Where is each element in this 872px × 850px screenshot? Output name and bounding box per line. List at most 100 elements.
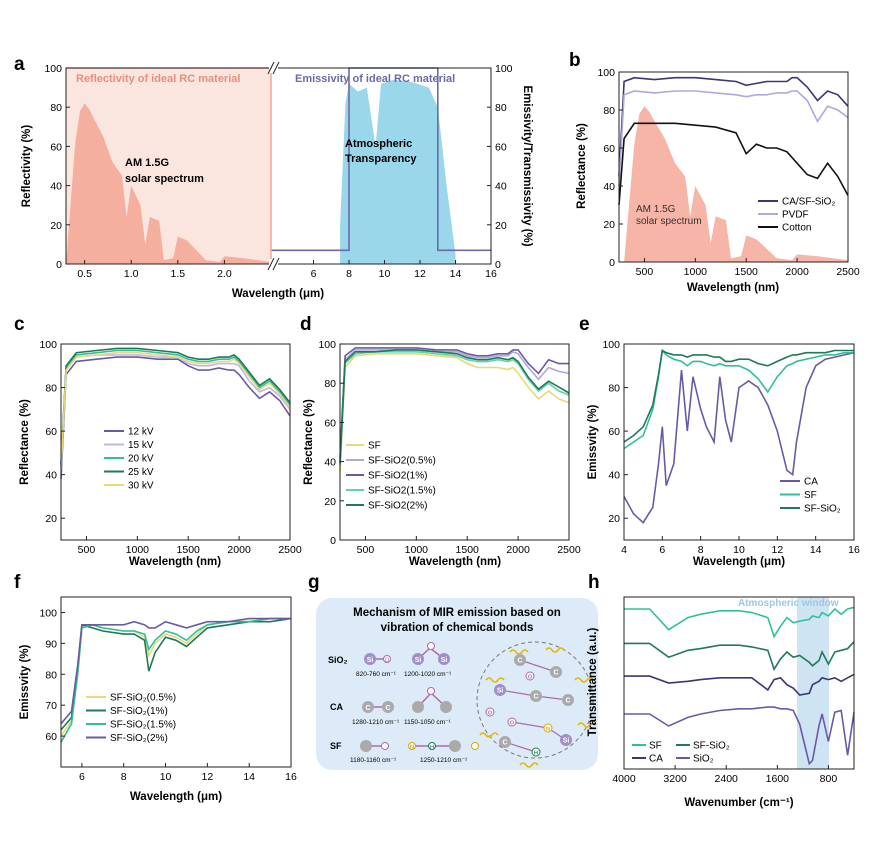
- sf-band-2: 1250-1210 cm⁻¹: [420, 757, 468, 764]
- panel-label-g: g: [308, 572, 320, 593]
- x-tick-label: 1.0: [124, 268, 139, 280]
- sio2-band-2: 1200-1020 cm⁻¹: [404, 671, 452, 678]
- si-atom-icon: [560, 734, 572, 746]
- c-atom-label: C: [565, 698, 570, 705]
- y-tick-label: 100: [602, 339, 620, 351]
- x-tick-label: 2000: [785, 266, 809, 278]
- x-title-h: Wavenumber (cm⁻¹): [684, 797, 793, 809]
- series-line-c-0: [60, 356, 291, 480]
- c-atom-icon: [440, 701, 452, 713]
- panel-e: 4 6 8 10 12 14 16 20 40 60 80 100 CA SF SF-SiO₂ Wavel…: [587, 339, 860, 568]
- diagram-title-2: vibration of chemical bonds: [381, 622, 534, 634]
- x-tick-label: 14: [450, 268, 462, 280]
- panel-c: 500 1000 1500 2000 2500 20 40 60 80 100 12 kV 15 k…: [19, 339, 302, 568]
- c-atom-icon: [550, 666, 562, 678]
- legend-label: SF-SiO₂(0.5%): [110, 693, 176, 704]
- y-title-d: Reflectance (%): [303, 399, 315, 485]
- solar-label-b2: solar spectrum: [636, 216, 702, 227]
- series-line-c-2: [60, 349, 291, 467]
- legend-label: SF-SiO₂(2%): [110, 733, 168, 744]
- y2-title-a: Emissivity/Transmissivity (%): [521, 85, 533, 246]
- series-line-e-2: [623, 349, 854, 443]
- x-title-e: Wavelength (μm): [693, 556, 785, 568]
- o-atom-label: O: [488, 711, 493, 717]
- y-title-h: Transmittance (a.u.): [587, 628, 599, 737]
- y-tick-label: 60: [603, 143, 615, 155]
- c-atom-icon: [412, 701, 424, 713]
- legend-label: 20 kV: [128, 454, 154, 465]
- panel-label-b: b: [569, 50, 581, 71]
- c-atom-label: C: [533, 694, 538, 701]
- emission-wave-icon: [509, 649, 529, 655]
- x-tick-label: 6: [311, 268, 317, 280]
- x-tick-label: 1600: [766, 773, 790, 785]
- h-atom-icon: [531, 747, 541, 757]
- o-atom-label: O: [385, 658, 390, 664]
- series-line-b-1: [618, 90, 849, 187]
- x-tick-label: 4: [621, 544, 627, 556]
- y-tick-label: 100: [39, 607, 57, 619]
- y-tick-label: 20: [50, 220, 62, 232]
- legend-label: Cotton: [782, 223, 811, 234]
- x-tick-label: 12: [414, 268, 426, 280]
- panel-label-d: d: [300, 314, 312, 335]
- x-tick-label: 14: [243, 771, 255, 783]
- axes-frame-h: [623, 596, 855, 770]
- n-atom-label: N: [546, 727, 550, 733]
- c-atom-icon: [530, 690, 542, 702]
- legend-label: SF-SiO2(1%): [368, 471, 427, 482]
- x-title-b: Wavelength (nm): [687, 282, 779, 294]
- x-tick-label: 8: [121, 771, 127, 783]
- y-tick-label: 90: [45, 638, 57, 650]
- y-tick-label: 80: [603, 105, 615, 117]
- o-atom-label: O: [528, 675, 533, 681]
- x-tick-label: 10: [379, 268, 391, 280]
- series-line-b-2: [618, 122, 849, 206]
- x-tick-label: 10: [160, 771, 172, 783]
- x-tick-label: 12: [202, 771, 214, 783]
- atmospheric-window-band: [797, 597, 829, 769]
- x-tick-label: 16: [485, 268, 497, 280]
- legend-label: SF: [649, 741, 662, 752]
- x-tick-label: 1000: [126, 544, 150, 556]
- legend-label: CA: [649, 754, 663, 765]
- y-tick-label: 40: [324, 457, 336, 469]
- solar-label-b1: AM 1.5G: [636, 204, 676, 215]
- panel-d: 500 1000 1500 2000 2500 0 20 40 60 80 100 SF SF-SiO…: [303, 339, 581, 568]
- series-line-f-3: [60, 617, 291, 725]
- x-title-a: Wavelength (μm): [232, 288, 324, 300]
- legend-label: SF-SiO2(0.5%): [368, 456, 436, 467]
- emission-wave-icon: [574, 677, 594, 683]
- si-atom-label: Si: [367, 657, 374, 664]
- bond-line: [511, 721, 549, 729]
- axes-frame-a: [65, 67, 492, 265]
- solar-spectrum-fill-b: [624, 106, 848, 262]
- legend-label: SF-SiO₂(1%): [110, 706, 168, 717]
- sio2-band-1: 820-760 cm⁻¹: [356, 671, 397, 678]
- x-tick-label: 2500: [278, 544, 302, 556]
- c-atom-label: C: [553, 670, 558, 677]
- h-atom-label: H: [534, 751, 538, 757]
- legend-label: SiO₂: [693, 754, 714, 765]
- network-circle: [476, 641, 594, 759]
- y-title-f: Emissvity (%): [19, 644, 31, 719]
- x-tick-label: 14: [810, 544, 822, 556]
- y-tick-label: 80: [50, 102, 62, 114]
- si-atom-label: Si: [415, 657, 422, 664]
- solar-spectrum-area: [66, 103, 271, 264]
- sf-band-1: 1180-1160 cm⁻¹: [350, 757, 397, 764]
- si-atom-icon: [412, 653, 424, 665]
- emission-wave-icon: [519, 762, 539, 768]
- legend-label: 25 kV: [128, 467, 154, 478]
- y-tick-label: 60: [50, 141, 62, 153]
- n-atom-icon: [543, 723, 553, 733]
- x-title-d: Wavelength (nm): [409, 556, 501, 568]
- x-tick-label: 500: [78, 544, 96, 556]
- x-tick-label: 2400: [715, 773, 739, 785]
- x-tick-label: 2.0: [217, 268, 232, 280]
- x-tick-label: 2500: [836, 266, 860, 278]
- legend-label: SF-SiO₂: [693, 741, 730, 752]
- o-atom-icon: [507, 717, 517, 727]
- emission-wave-icon: [545, 647, 565, 653]
